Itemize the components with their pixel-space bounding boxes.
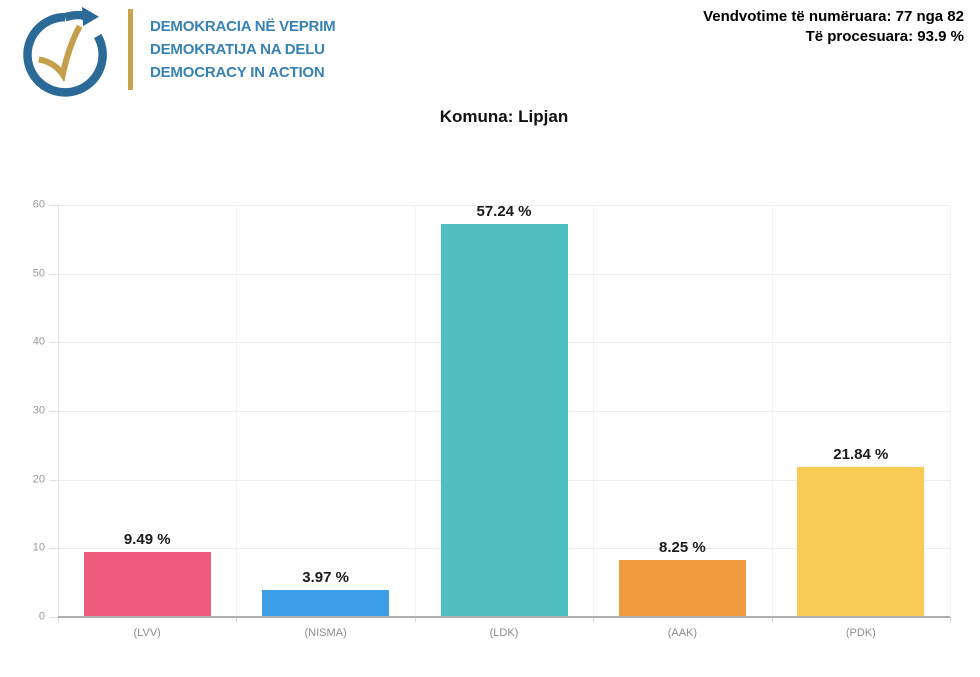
logo-circle-arrow-stroke (23, 12, 107, 97)
bar-value-label: 8.25 % (659, 539, 706, 557)
bar-lvv[interactable] (83, 551, 211, 617)
bar-chart-plot-area: 0 10 20 30 40 50 60 9.49 % (LVV) 3.97 % (NISMA) 57.… (33, 199, 951, 639)
x-axis-category-label: (NISMA) (304, 627, 347, 639)
logo-arrow-tail (63, 10, 85, 22)
y-axis-tick-mark (49, 273, 58, 275)
vertical-gridline-4 (771, 205, 773, 617)
bar-pdk[interactable] (797, 467, 925, 617)
x-axis-tick-mark (593, 617, 595, 623)
logo-line-albanian: DEMOKRACIA NË VEPRIM (150, 18, 336, 35)
y-axis-tick-label: 10 (32, 541, 45, 554)
x-axis-category-label: (PDK) (845, 627, 876, 639)
vertical-gridline-5 (950, 205, 951, 617)
x-axis-tick-mark (414, 617, 416, 623)
logo-checkmark (38, 24, 83, 83)
bar-value-label: 21.84 % (833, 446, 889, 464)
y-axis-tick-mark (49, 411, 58, 412)
bar-value-label: 9.49 % (123, 530, 171, 548)
y-axis-line (58, 205, 59, 617)
x-axis-category-label: (AAK) (667, 627, 698, 639)
logo-text: DEMOKRACIA NË VEPRIM DEMOKRATIJA NA DELU… (150, 15, 336, 84)
page-title: Komuna: Lipjan (439, 107, 569, 126)
y-axis-tick-label: 30 (32, 404, 45, 417)
clock-arrow-check-icon (23, 6, 107, 97)
bar-ldk[interactable] (440, 223, 568, 617)
counted-stations-text: Vendvotime të numëruara: 77 nga 82 (703, 8, 964, 25)
logo-line-serbian: DEMOKRATIJA NA DELU (150, 41, 325, 58)
bar-value-label: 57.24 % (476, 202, 532, 220)
bar-value-label: 3.97 % (302, 568, 349, 586)
results-status: Vendvotime të numëruara: 77 nga 82 Të pr… (703, 7, 964, 46)
bar-nisma[interactable] (262, 589, 390, 617)
x-axis-baseline (58, 616, 950, 618)
y-axis-tick-mark (49, 342, 58, 344)
vertical-gridline-2 (414, 205, 416, 617)
x-axis-tick-mark (771, 617, 773, 623)
processed-percentage-text: Të procesuara: 93.9 % (805, 27, 964, 45)
horizontal-gridline-60 (58, 205, 950, 206)
logo-divider (128, 9, 133, 90)
x-axis-category-label: (LDK) (489, 627, 519, 639)
logo-arrow-head (82, 6, 99, 27)
y-axis-tick-mark (49, 479, 58, 481)
y-axis-tick-label: 50 (32, 267, 45, 280)
x-axis-tick-mark (58, 617, 59, 623)
y-axis-tick-mark (49, 205, 58, 206)
logo-line-english: DEMOCRACY IN ACTION (150, 64, 325, 81)
vertical-gridline-3 (593, 205, 595, 617)
y-axis-tick-label: 20 (32, 473, 45, 486)
x-axis-tick-mark (236, 617, 238, 623)
y-axis-tick-label: 40 (32, 335, 45, 348)
y-axis-tick-mark (49, 548, 58, 550)
x-axis-category-label: (LVV) (133, 627, 161, 639)
y-axis-tick-mark (49, 617, 58, 618)
x-axis-tick-mark (950, 617, 951, 623)
y-axis-tick-label: 0 (38, 610, 45, 623)
vertical-gridline-1 (236, 205, 238, 617)
y-axis-tick-label: 60 (32, 198, 45, 211)
bar-aak[interactable] (618, 560, 746, 617)
